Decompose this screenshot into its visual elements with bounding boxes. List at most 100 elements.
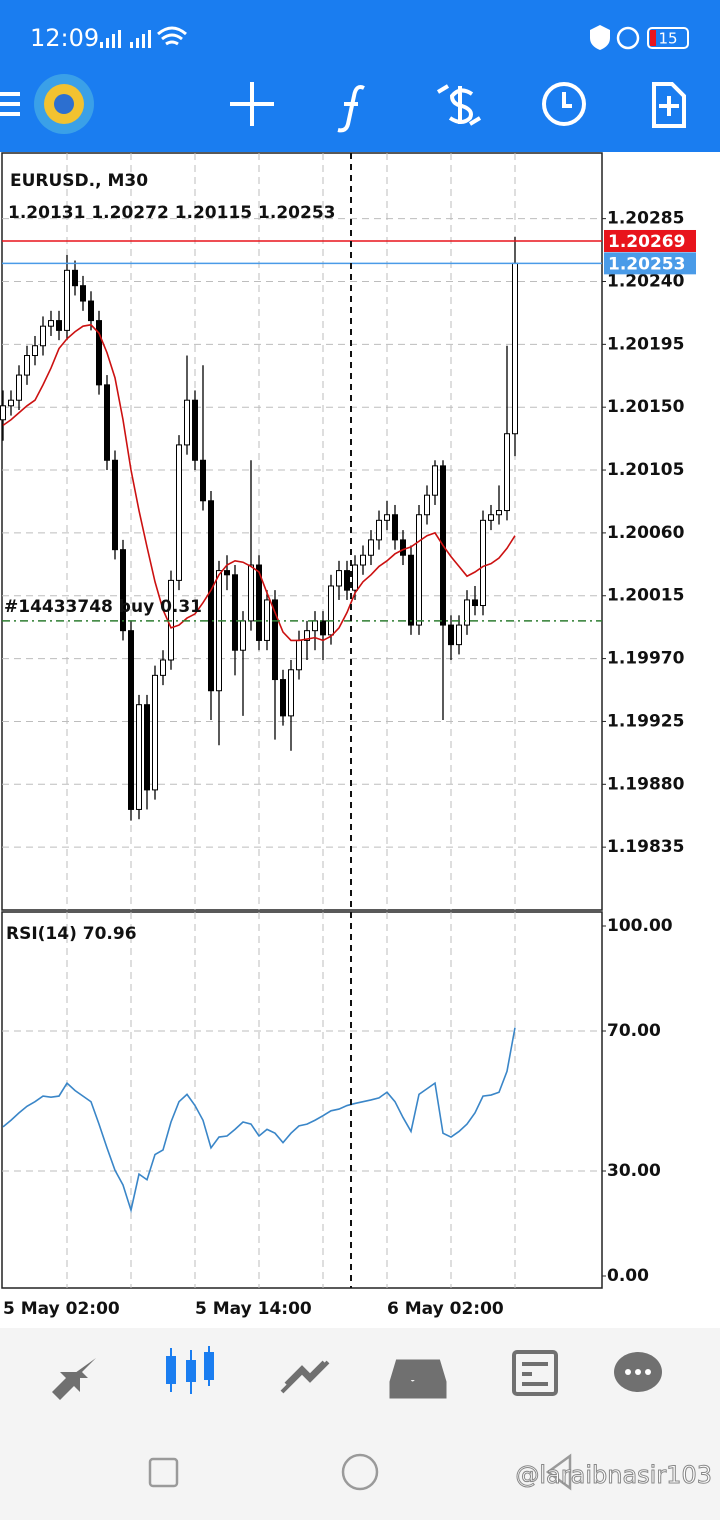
candle-body [288,669,294,717]
crosshair-button[interactable] [230,82,274,126]
app-bar [0,0,720,152]
y-tick-label: 1.20150 [607,397,685,417]
candle-body [80,285,86,302]
y-tick-label: 0.00 [607,1266,649,1286]
chat-tab[interactable] [614,1352,662,1392]
candle-body [216,570,222,692]
candle-body [384,514,390,521]
y-tick-label: 1.19880 [607,774,685,794]
chart-tab[interactable] [166,1346,214,1394]
y-tick-label: 1.20240 [607,271,685,291]
candle-body [280,679,286,717]
y-tick-label: 1.20105 [607,460,684,480]
candle-body [192,399,198,461]
candle-body [272,599,278,681]
indicators-button[interactable] [337,85,365,133]
rsi-line [2,1027,516,1214]
candle-body [24,355,30,376]
moving-average [2,323,516,642]
y-tick-label: 1.20060 [607,523,685,543]
candle-body [512,262,518,435]
candle-body [16,374,22,401]
watermark: @laraibnasir103 [515,1461,712,1489]
rsi-panel [1,911,603,1289]
candle-body [392,514,398,541]
candle-body [304,630,310,641]
candle-body [112,459,118,551]
candle-body [472,599,478,607]
y-tick-label: 100.00 [607,916,673,936]
candle-body [40,325,46,347]
chart-title: EURUSD., M30 [10,171,148,191]
y-tick-label: 1.20285 [607,209,684,229]
candle-body [136,704,142,810]
candle-body [416,514,422,626]
candle-body [368,539,374,556]
candle-body [184,399,190,446]
price-label-box [604,229,696,252]
candle-body [376,519,382,541]
candle-body [256,564,262,641]
candle-body [208,500,214,692]
status-icons [590,25,689,50]
quotes-tab[interactable] [52,1358,96,1400]
y-tick-label: 1.20015 [607,586,684,606]
candle-body [224,570,230,576]
candle-body [328,585,334,636]
clock: 12:09 [30,24,99,52]
candle-body [120,549,126,632]
candle-body [240,620,246,651]
candle-body [448,624,454,646]
menu-button[interactable] [0,92,20,116]
candle-body [480,519,486,607]
candle-body [152,674,158,791]
candle-body [344,570,350,591]
candle-body [200,459,206,502]
candle-body [296,639,302,671]
candle-body [408,554,414,626]
candle-body [56,320,62,331]
candle-body [72,269,78,287]
y-tick-label: 1.19925 [607,711,684,731]
news-tab[interactable] [512,1350,558,1396]
symbols-button[interactable] [436,84,482,126]
rsi-title: RSI(14) 70.96 [6,924,137,944]
y-tick-label: 1.19835 [607,837,684,857]
candle-body [64,269,70,331]
history-tab[interactable] [389,1359,447,1399]
candle-body [312,620,318,632]
y-tick-label: 1.20195 [607,334,684,354]
x-tick-label: 5 May 02:00 [3,1299,120,1319]
candle-body [464,599,470,626]
candle-body [504,433,510,512]
x-tick-label: 5 May 14:00 [195,1299,312,1319]
candle-body [360,554,366,566]
candle-body [128,630,134,810]
timeframe-button[interactable] [542,82,586,126]
bottom-nav [0,1328,720,1520]
candle-body [96,320,102,386]
signal-icons [100,26,187,48]
candle-body [456,624,462,646]
candle-body [160,659,166,676]
candle-body [8,399,14,407]
order-label: #14433748 buy 0.31 [4,597,202,617]
new-order-button[interactable] [652,82,686,128]
candle-body [232,574,238,651]
candle-body [352,564,358,591]
app-logo [34,74,94,134]
candle-body [400,539,406,556]
candle-body [336,570,342,587]
back-button[interactable] [545,1453,572,1491]
candle-body [424,494,430,516]
trade-tab[interactable] [280,1360,330,1394]
candle-body [176,444,182,581]
recents-button[interactable] [148,1457,179,1488]
candle-body [32,345,38,357]
candle-body [432,465,438,496]
price-label: 1.20253 [608,254,685,274]
home-button[interactable] [341,1453,379,1491]
